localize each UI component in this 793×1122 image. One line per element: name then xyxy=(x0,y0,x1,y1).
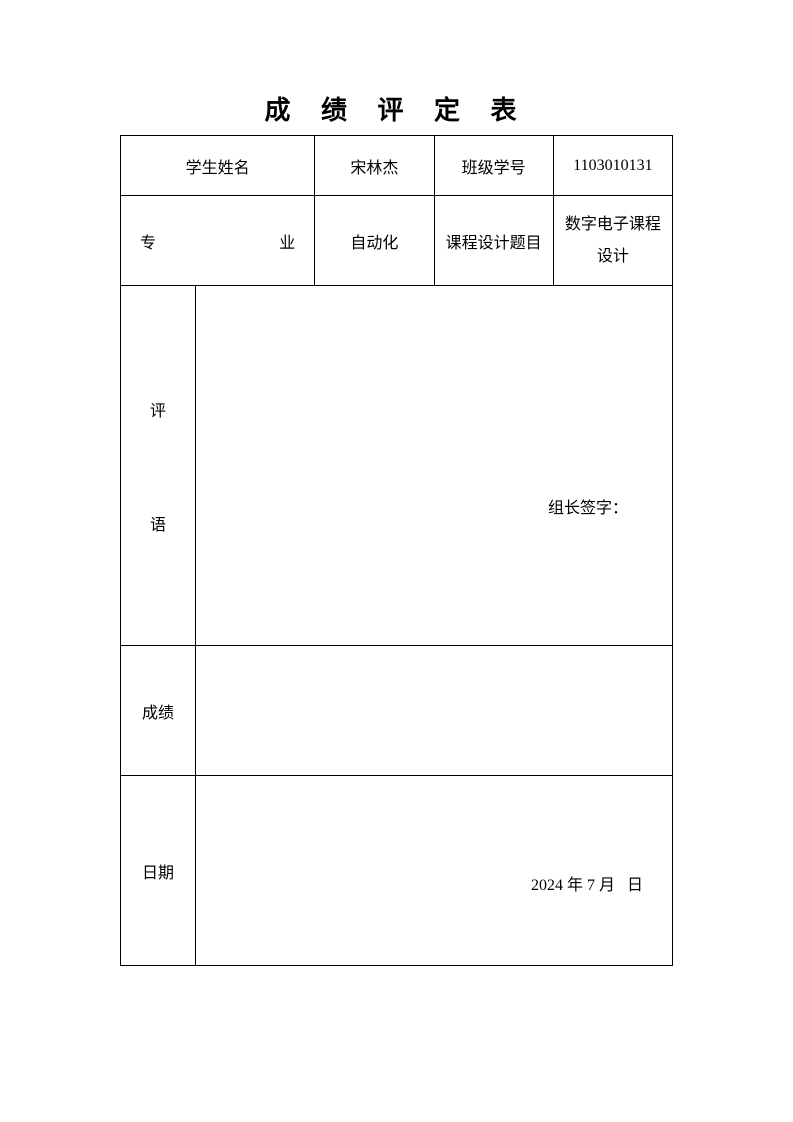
grade-content-cell xyxy=(196,646,673,776)
comment-content-cell: 组长签字： xyxy=(196,286,673,646)
table-row-comment: 评 语 组长签字： xyxy=(121,286,673,646)
label-major-char2: 业 xyxy=(279,229,295,253)
signature-label: 组长签字： xyxy=(548,494,628,518)
page-container: 成 绩 评 定 表 学生姓名 宋林杰 班级学号 1103010131 专 业 自… xyxy=(0,0,793,1026)
label-student-name: 学生姓名 xyxy=(121,136,315,196)
date-content-cell: 2024 年 7 月 日 xyxy=(196,776,673,966)
table-row-grade: 成绩 xyxy=(121,646,673,776)
label-grade: 成绩 xyxy=(121,646,196,776)
label-date: 日期 xyxy=(121,776,196,966)
label-major: 专 业 xyxy=(121,196,315,286)
value-major: 自动化 xyxy=(315,196,434,286)
label-comment-char2: 语 xyxy=(150,511,166,535)
table-row-date: 日期 2024 年 7 月 日 xyxy=(121,776,673,966)
date-value: 2024 年 7 月 日 xyxy=(531,871,643,895)
label-course-topic: 课程设计题目 xyxy=(434,196,553,286)
table-row-major: 专 业 自动化 课程设计题目 数字电子课程设计 xyxy=(121,196,673,286)
label-comment-char1: 评 xyxy=(150,397,166,421)
label-class-id: 班级学号 xyxy=(434,136,553,196)
value-class-id: 1103010131 xyxy=(553,136,672,196)
value-course-topic: 数字电子课程设计 xyxy=(553,196,672,286)
document-title: 成 绩 评 定 表 xyxy=(120,90,673,127)
label-comment: 评 语 xyxy=(121,286,196,646)
table-row-student: 学生姓名 宋林杰 班级学号 1103010131 xyxy=(121,136,673,196)
label-major-char1: 专 xyxy=(140,229,156,253)
grade-evaluation-table: 学生姓名 宋林杰 班级学号 1103010131 专 业 自动化 课程设计题目 … xyxy=(120,135,673,966)
value-student-name: 宋林杰 xyxy=(315,136,434,196)
